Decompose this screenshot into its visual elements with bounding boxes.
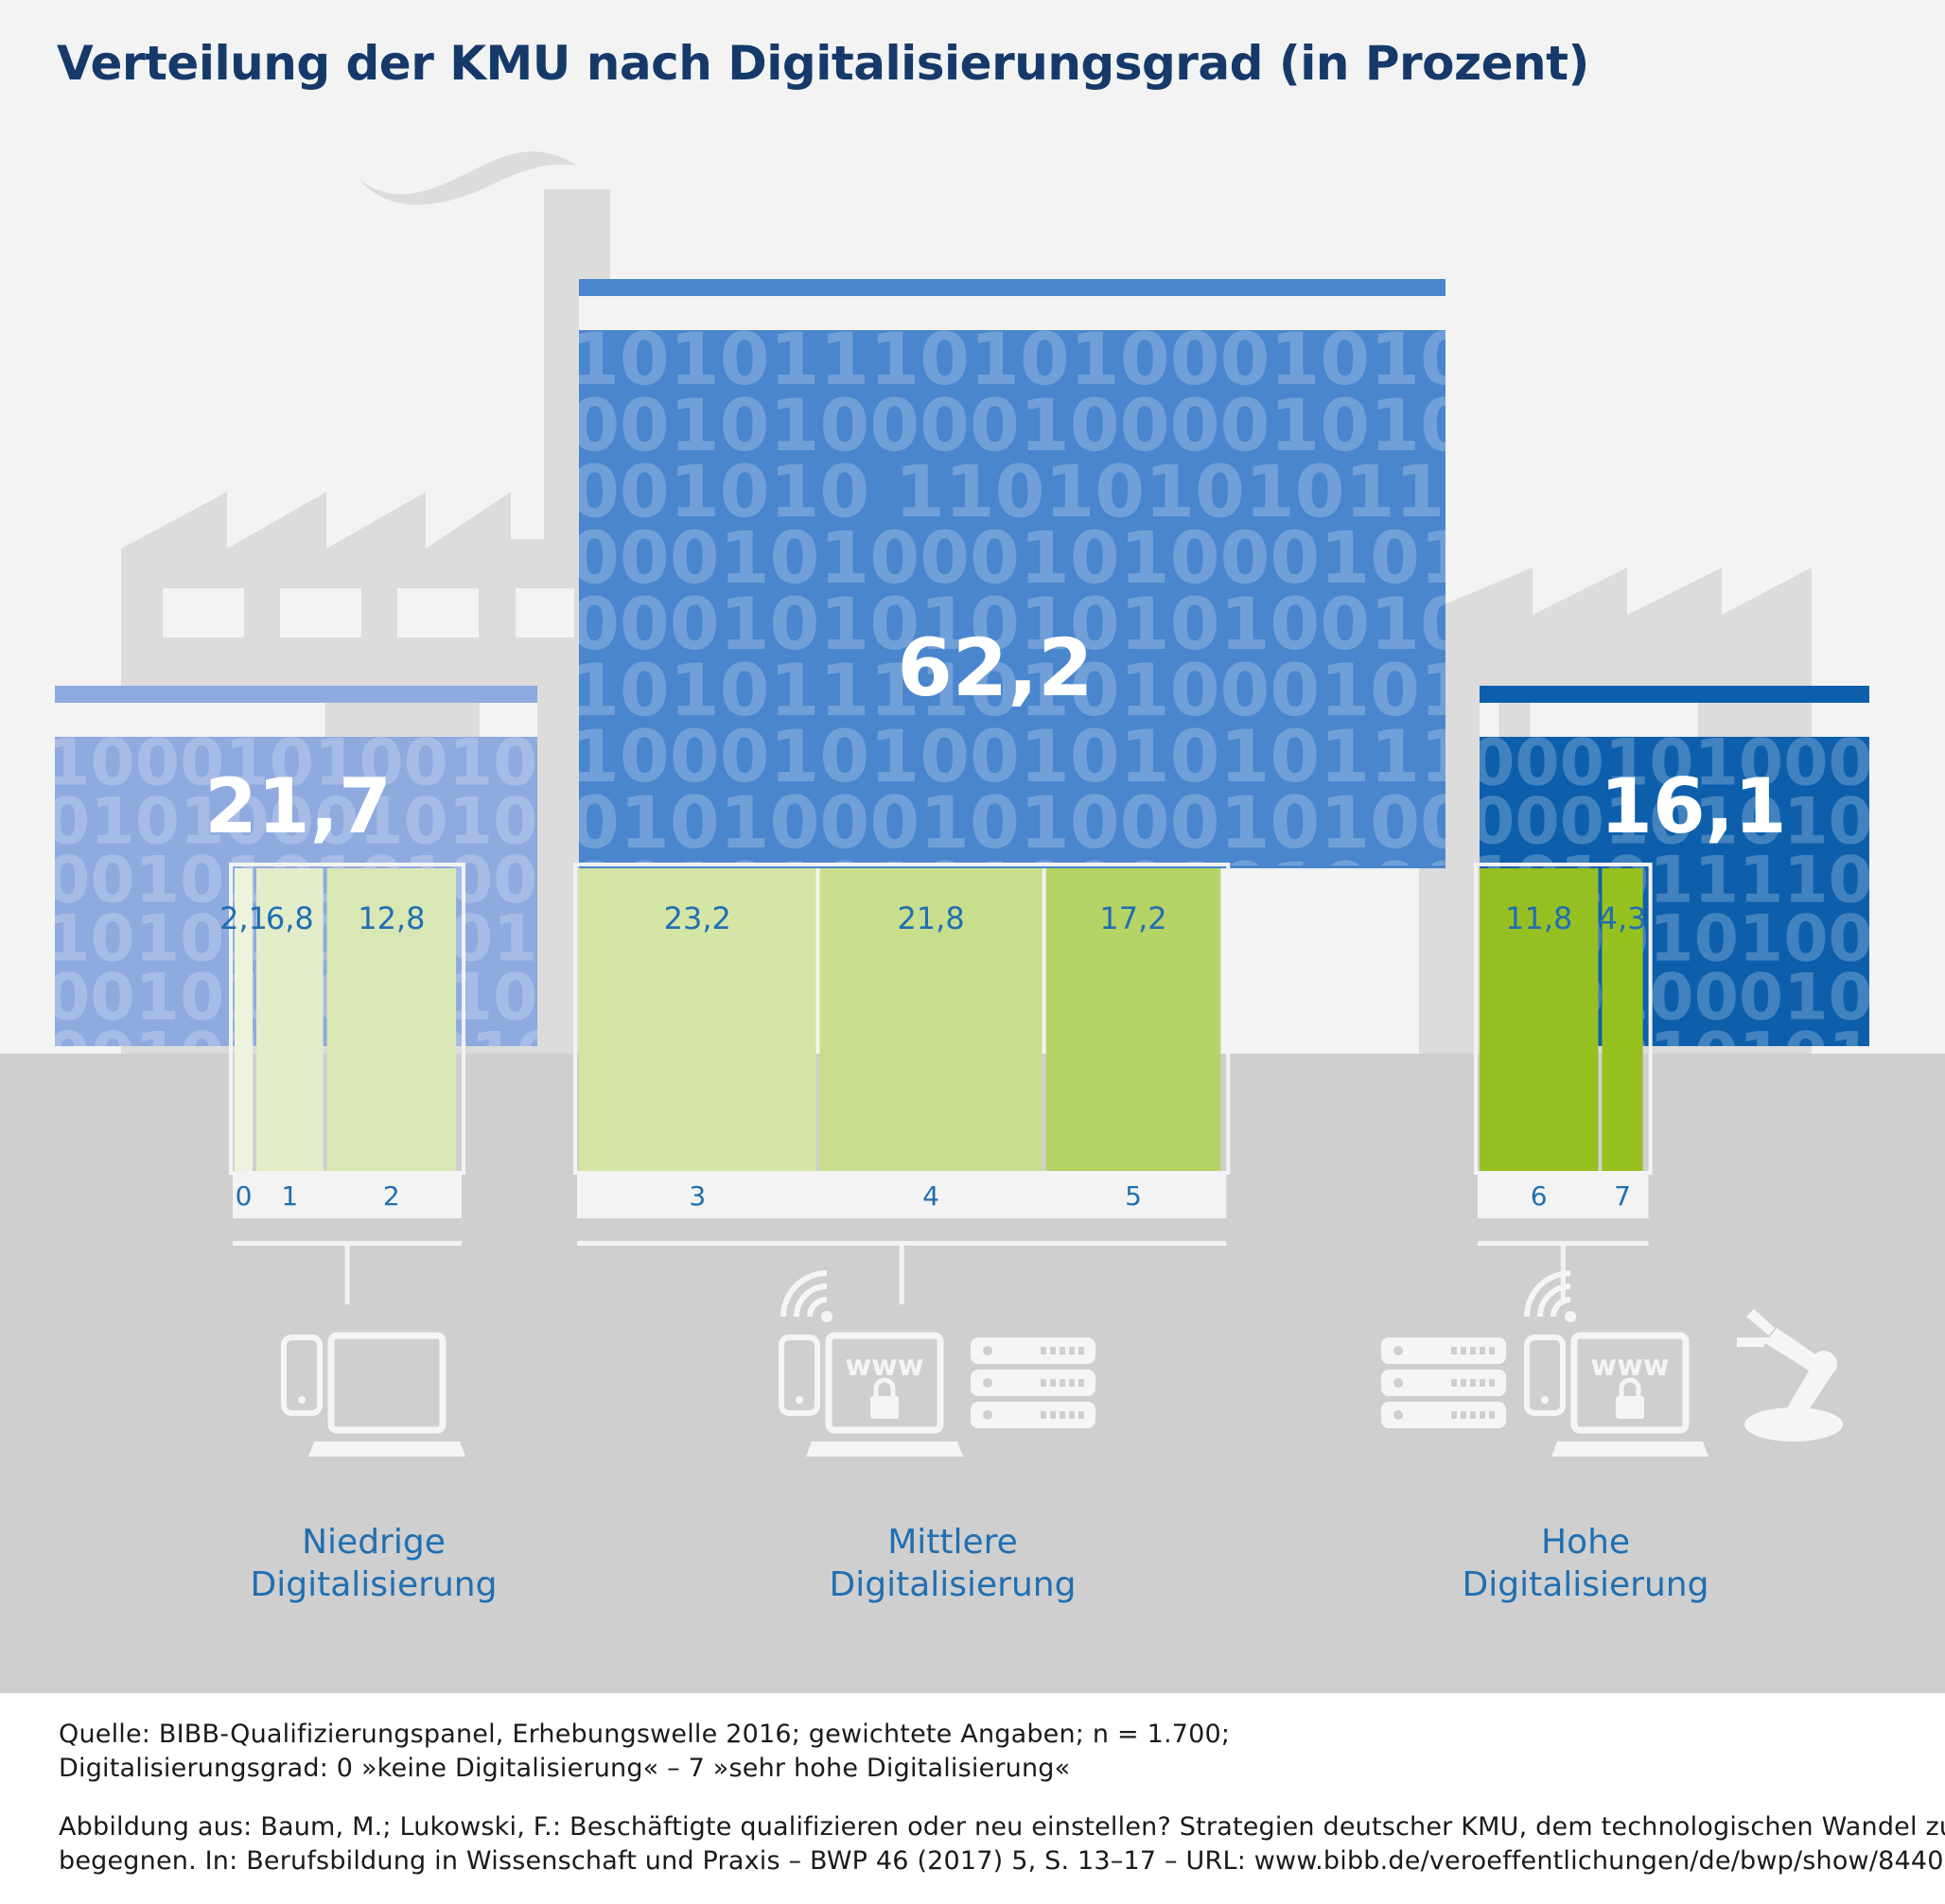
- binary-digits: 0001010101010100101001: [569, 582, 1670, 666]
- value-label: 4,3: [1599, 900, 1647, 936]
- server-icon: [1381, 1337, 1506, 1428]
- group-bracket-stem: [344, 1246, 350, 1304]
- laptop-www-lock-icon: www: [1551, 1332, 1708, 1457]
- bar-segment: [1602, 868, 1643, 1173]
- value-label: 2,1: [219, 900, 268, 936]
- value-label: 23,2: [664, 900, 731, 936]
- roof-window: [1341, 296, 1446, 330]
- bar-segment: [1480, 868, 1599, 1173]
- chart-svg: 1000101001010101110010101010001010001010…: [0, 0, 1945, 1693]
- laptop-www-lock-icon: www: [806, 1332, 963, 1457]
- segment-frame: [229, 863, 466, 1175]
- tick-strip: [233, 1173, 463, 1218]
- svg-text:www: www: [845, 1350, 923, 1383]
- caption-line: Digitalisierung: [829, 1565, 1077, 1604]
- binary-digits: 1010111101010001011000: [569, 648, 1670, 732]
- bar-segment: [235, 868, 254, 1173]
- phone-icon: [779, 1335, 820, 1416]
- group-bracket: [233, 1241, 463, 1246]
- wifi-icon: [1524, 1270, 1576, 1322]
- binary-digits: 10001010010101011100101: [45, 725, 1075, 800]
- group-block: [579, 330, 1446, 868]
- roof-window: [579, 296, 622, 330]
- x-tick-label: 5: [1125, 1180, 1142, 1212]
- caption-line: Digitalisierung: [1462, 1565, 1709, 1604]
- factory-windows: [163, 588, 574, 638]
- x-tick-label: 2: [383, 1180, 400, 1212]
- laptop-icon: [308, 1332, 465, 1457]
- x-tick-label: 1: [281, 1180, 298, 1212]
- roof-window: [55, 703, 79, 737]
- value-label: 12,8: [358, 900, 425, 936]
- robot-arm-icon: [1737, 1309, 1843, 1441]
- group-block-roof: [1480, 686, 1869, 703]
- bar-segment: [1045, 868, 1221, 1173]
- caption-line: Niedrige: [302, 1523, 446, 1562]
- group-bracket: [577, 1241, 1227, 1246]
- group-caption-low: Niedrige Digitalisierung: [109, 1521, 639, 1606]
- caption-line: Hohe: [1540, 1523, 1631, 1562]
- source-line: Digitalisierungsgrad: 0 »keine Digitalis…: [59, 1754, 1071, 1783]
- binary-digits: 0001010001010001010110: [1470, 725, 1945, 800]
- value-label: 21,8: [897, 900, 964, 936]
- segment-frame: [573, 863, 1231, 1175]
- group-bracket: [1478, 1241, 1649, 1246]
- x-tick-label: 3: [689, 1180, 706, 1212]
- binary-digits: 0010100001000010101100: [569, 383, 1670, 467]
- group-caption-mid: Mittlere Digitalisierung: [688, 1521, 1218, 1606]
- roof-window: [1530, 703, 1698, 737]
- tick-strip: [577, 1173, 1227, 1218]
- citation-note: Abbildung aus: Baum, M.; Lukowski, F.: B…: [59, 1810, 1945, 1878]
- x-tick-label: 0: [236, 1180, 253, 1212]
- bar-segment: [819, 868, 1043, 1173]
- citation-line: begegnen. In: Berufsbildung in Wissensch…: [59, 1846, 1944, 1876]
- wifi-icon: [780, 1270, 832, 1322]
- roof-window: [117, 703, 325, 737]
- source-line: Quelle: BIBB-Qualifizierungspanel, Erheb…: [59, 1720, 1231, 1749]
- segment-frame: [1474, 863, 1653, 1175]
- source-note: Quelle: BIBB-Qualifizierungspanel, Erheb…: [59, 1718, 1230, 1786]
- group-bracket-stem: [899, 1246, 904, 1304]
- phone-icon: [1524, 1335, 1566, 1416]
- phone-icon: [281, 1335, 323, 1416]
- group-total-label: 16,1: [1600, 762, 1786, 850]
- value-label: 6,8: [266, 900, 314, 936]
- binary-digits: 0101000101000101001011: [569, 780, 1670, 865]
- value-label: 17,2: [1099, 900, 1166, 936]
- x-tick-label: 4: [922, 1180, 939, 1212]
- group-block-roof: [579, 279, 1446, 296]
- bar-segment: [579, 868, 816, 1173]
- binary-digits: 0101000101000101001011: [45, 784, 1030, 859]
- group-block-roof: [55, 686, 537, 703]
- x-tick-label: 6: [1531, 1180, 1548, 1212]
- roof-window: [479, 703, 537, 737]
- group-caption-high: Hohe Digitalisierung: [1321, 1521, 1850, 1606]
- bar-segment: [256, 868, 324, 1173]
- x-tick-label: 7: [1614, 1180, 1631, 1212]
- tick-strip: [1478, 1173, 1649, 1218]
- roof-window: [1480, 703, 1499, 737]
- bar-segment: [326, 868, 457, 1173]
- roof-window: [1822, 703, 1869, 737]
- binary-digits: 0001010001010001010110: [569, 515, 1670, 600]
- caption-line: Mittlere: [887, 1523, 1018, 1562]
- citation-line: Abbildung aus: Baum, M.; Lukowski, F.: B…: [59, 1812, 1945, 1842]
- binary-digits: 1010111010100010100101: [569, 317, 1670, 401]
- roof-window: [692, 296, 1064, 330]
- binary-pattern: 1010111010100010100101001010000100001010…: [569, 317, 1720, 931]
- binary-digits: 10001010010101011100101: [569, 714, 1720, 798]
- server-icon: [971, 1337, 1095, 1428]
- group-total-label: 62,2: [897, 621, 1093, 714]
- caption-line: Digitalisierung: [250, 1565, 498, 1604]
- value-label: 11,8: [1505, 900, 1572, 936]
- chart-title: Verteilung der KMU nach Digitalisierungs…: [57, 36, 1589, 91]
- binary-digits: 001010 11010101011001: [569, 449, 1595, 533]
- group-total-label: 21,7: [204, 762, 391, 850]
- svg-text:www: www: [1590, 1350, 1669, 1383]
- binary-digits: 0001010101010100101001: [1470, 784, 1945, 859]
